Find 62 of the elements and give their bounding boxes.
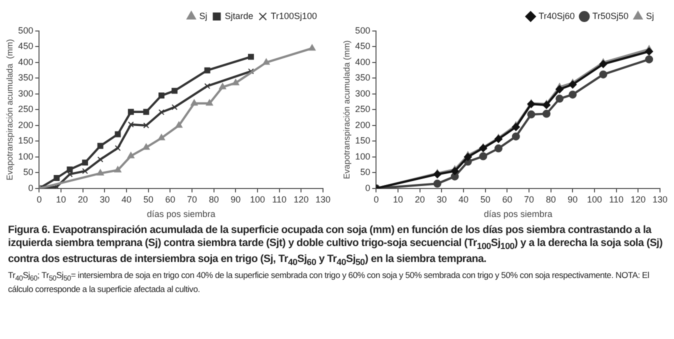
y-tick-label: 300 xyxy=(355,88,370,98)
y-tick-label: 450 xyxy=(355,41,370,52)
x-tick-label: 30 xyxy=(100,194,110,204)
text: Figura 6. Evapotranspiración acumulada de la superficie ocupada con soja (mm) en función de los días pos siembra contrastando a la izquierda siembra temprana (Sj) contra siembra tarde (Sjt) y doble cultivo trigo-soja secuencial (Tr$_{100}$Sj$_{100}$) y a la derecha la soja sola (Sj) contra dos estructuras de intersiembra soja en trigo (Sj, Tr$_{40}$Sj$_{60}$ y Tr$_{40}$Sj$_{50}$) en la siembra temprana. xyxy=(8,224,663,268)
y-tick-label: 350 xyxy=(18,72,34,83)
x-tick-label: 0 xyxy=(36,194,42,204)
y-tick-label: 400 xyxy=(355,56,370,67)
legend-label: Tr50Sj50 xyxy=(592,10,628,21)
legend-label: Tr40Sj60 xyxy=(538,10,575,21)
x-tick-label: 120 xyxy=(294,194,309,204)
y-tick-label: 100 xyxy=(355,151,370,162)
y-tick-label: 300 xyxy=(18,88,34,98)
legend-label: Sj xyxy=(646,10,654,21)
y-tick-label: 200 xyxy=(18,120,34,130)
y-tick-label: 50 xyxy=(360,167,370,178)
x-tick-label: 60 xyxy=(165,194,176,204)
x-tick-label: 90 xyxy=(568,194,578,204)
x-tick-label: 0 xyxy=(374,194,379,204)
x-tick-label: 70 xyxy=(524,194,534,204)
x-tick-label: 80 xyxy=(546,194,556,204)
x-tick-label: 10 xyxy=(56,194,66,204)
x-tick-label: 110 xyxy=(272,194,287,204)
x-tick-label: 110 xyxy=(609,194,624,204)
y-tick-label: 150 xyxy=(18,136,34,146)
x-tick-label: 130 xyxy=(652,194,668,204)
y-tick-label: 500 xyxy=(18,25,34,36)
y-tick-label: 350 xyxy=(355,72,370,83)
y-tick-label: 450 xyxy=(18,41,34,52)
y-axis-title: Evapotranspiración acumulada (mm) xyxy=(4,38,14,180)
x-tick-label: 20 xyxy=(78,194,88,204)
y-tick-label: 250 xyxy=(355,104,370,114)
legend-label: Sj xyxy=(199,10,208,21)
x-tick-label: 100 xyxy=(586,194,602,204)
x-tick-label: 120 xyxy=(630,194,646,204)
y-tick-label: 200 xyxy=(355,120,370,130)
x-tick-label: 50 xyxy=(143,194,154,204)
x-tick-label: 60 xyxy=(502,194,512,204)
text: Tr$_{40}$Sj$_{60}$; Tr$_{50}$Sj$_{50}$= intersiembra de soja en trigo con 40% de la superficie sembrada con trigo y 60% con soja y 50% sembrada con trigo y 50% con soja respectivamente. NOTA: El cálculo corresponde a la superficie afectada al cultivo. xyxy=(8,270,650,294)
y-axis-title: Evapotranspiración acumulada (mm) xyxy=(341,40,352,180)
x-tick-label: 90 xyxy=(230,194,241,204)
y-tick-label: 150 xyxy=(355,136,370,146)
x-axis-title: días pos siembra xyxy=(484,209,552,220)
x-tick-label: 50 xyxy=(480,194,490,204)
x-tick-label: 20 xyxy=(414,194,425,204)
x-tick-label: 40 xyxy=(458,194,469,204)
legend-label: Tr100Sj100 xyxy=(270,10,318,21)
y-tick-label: 50 xyxy=(23,167,34,178)
y-tick-label: 0 xyxy=(365,182,370,193)
x-tick-label: 30 xyxy=(436,194,447,204)
y-tick-label: 500 xyxy=(355,25,370,36)
x-tick-label: 70 xyxy=(187,194,198,204)
x-tick-label: 10 xyxy=(393,194,404,204)
x-tick-label: 130 xyxy=(315,194,331,204)
y-tick-label: 250 xyxy=(18,104,34,114)
x-tick-label: 100 xyxy=(250,194,266,204)
x-axis-title: días pos siembra xyxy=(146,209,216,220)
y-tick-label: 0 xyxy=(28,182,34,193)
y-tick-label: 100 xyxy=(18,151,34,162)
x-tick-label: 80 xyxy=(208,194,219,204)
y-tick-label: 400 xyxy=(18,56,34,67)
legend-label: Sjtarde xyxy=(224,10,254,21)
x-tick-label: 40 xyxy=(122,194,132,204)
